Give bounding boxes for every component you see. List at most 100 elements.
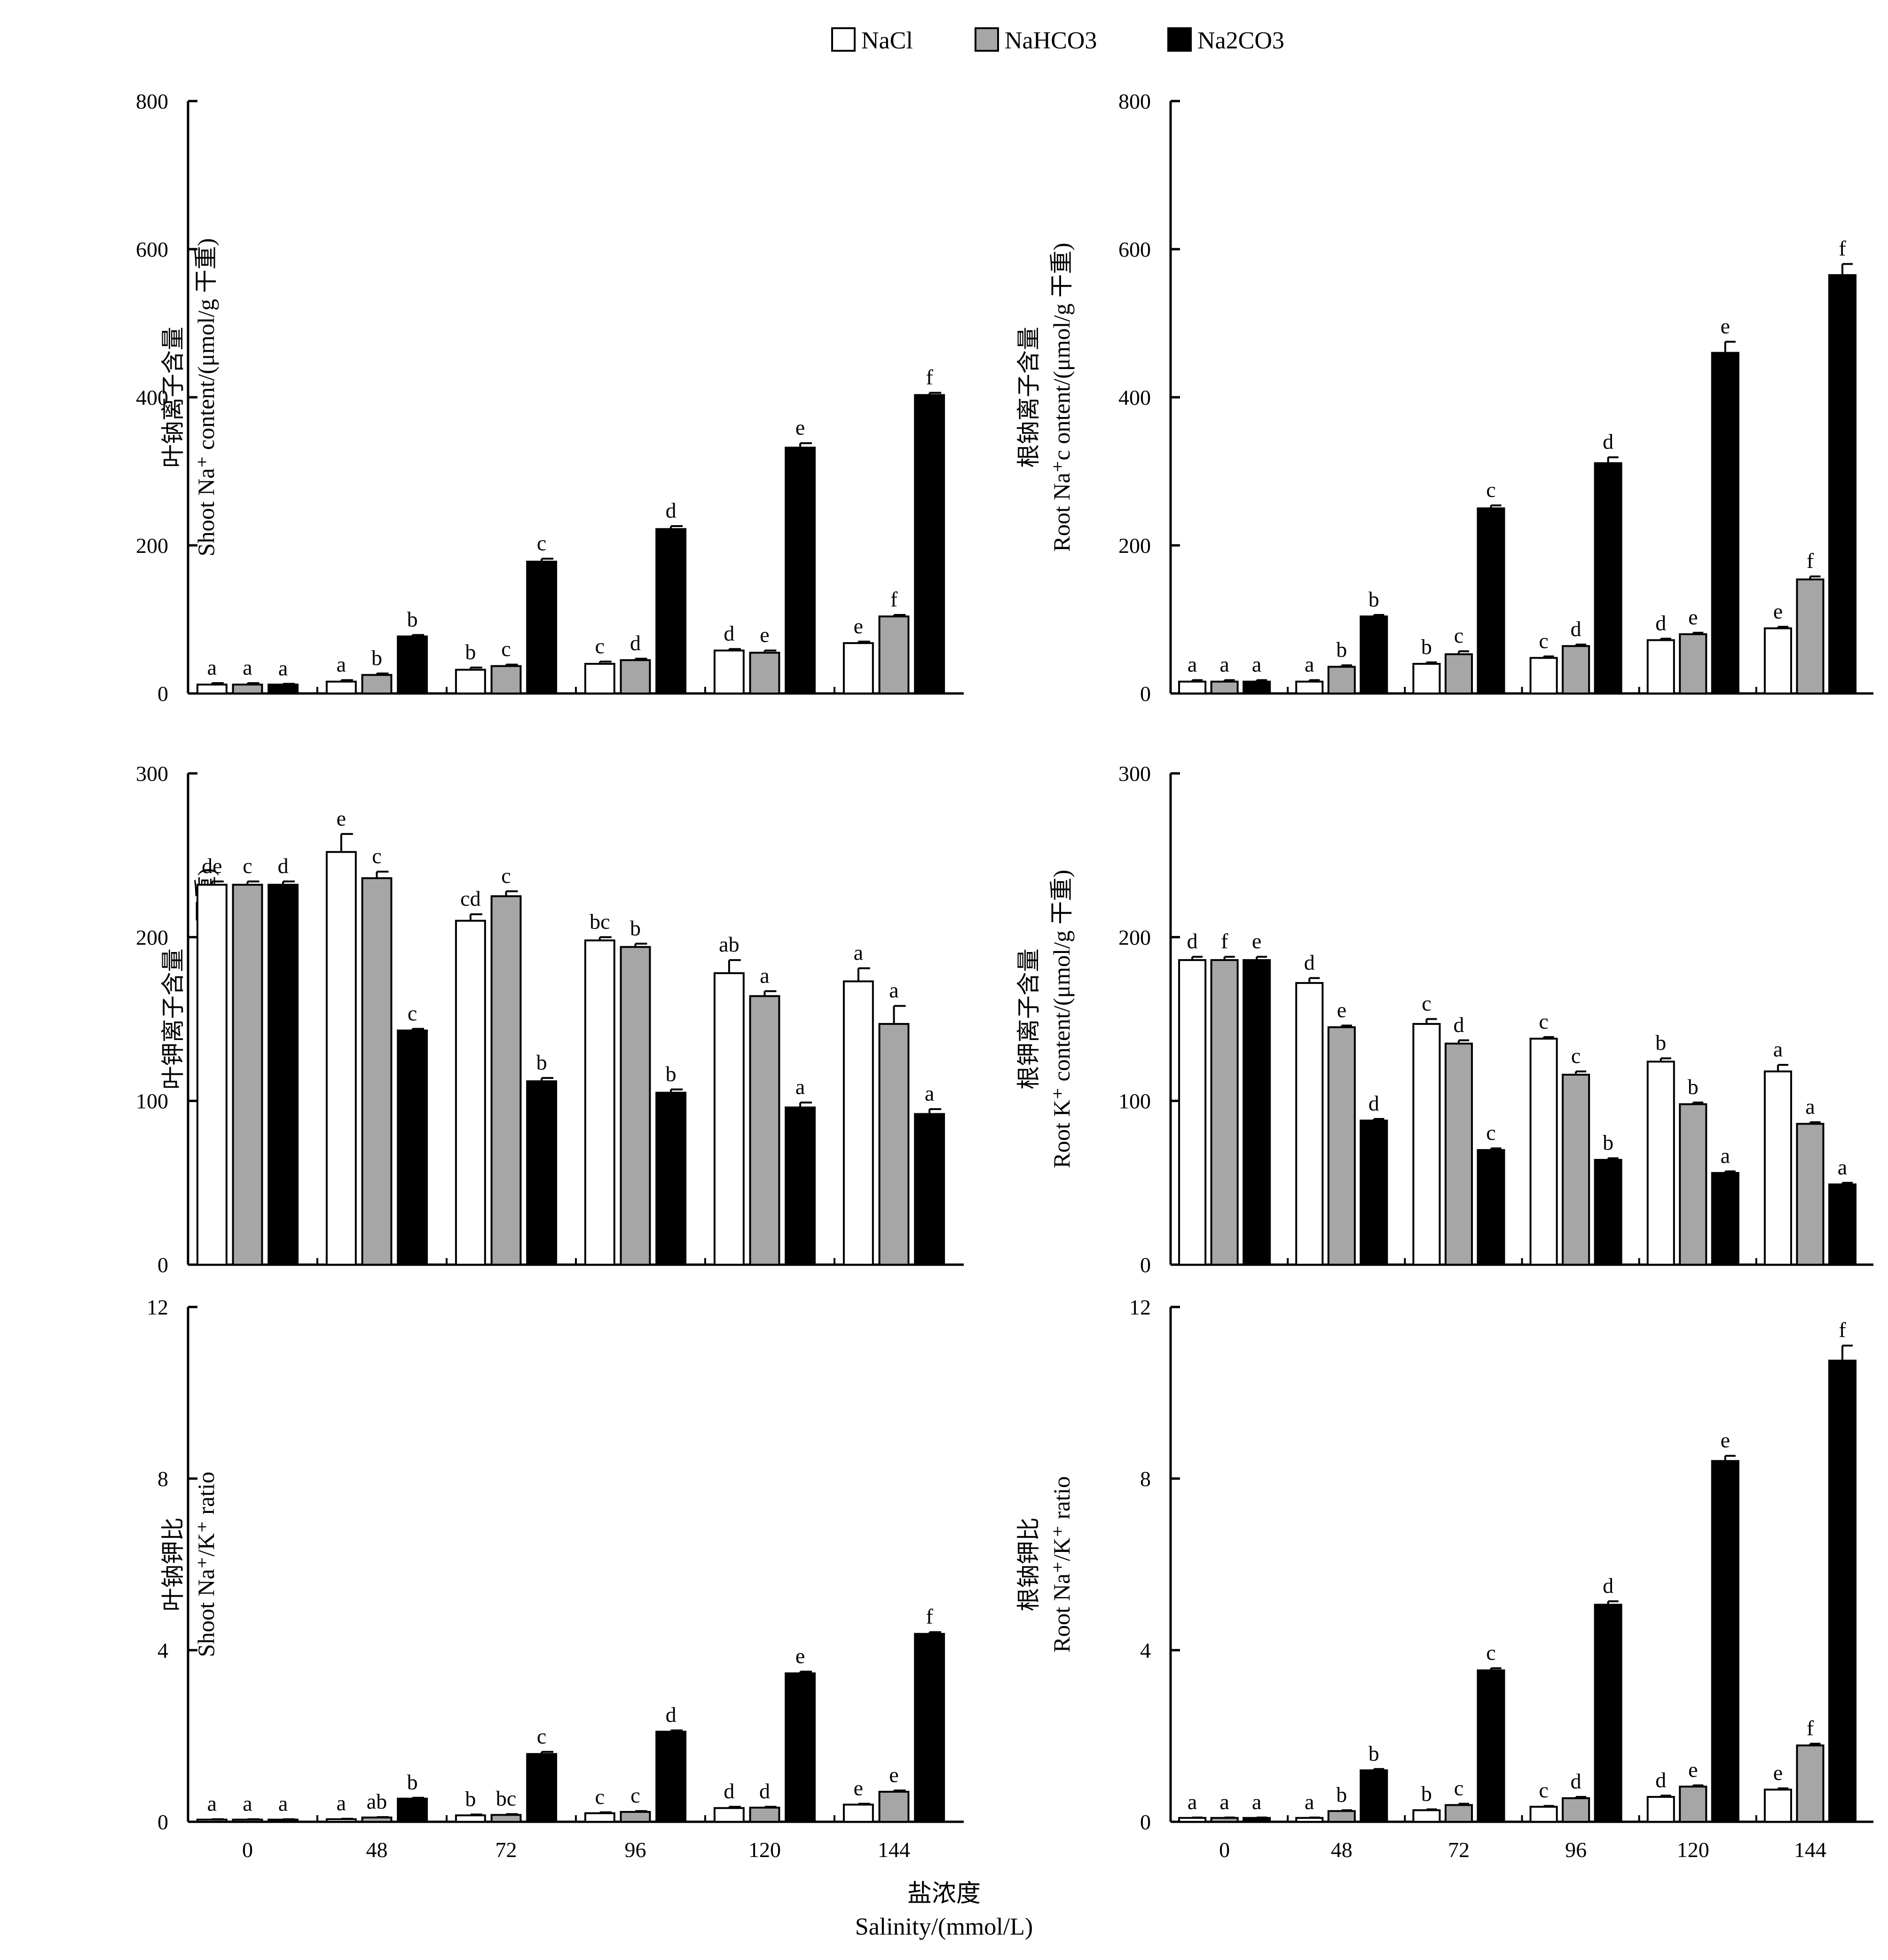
bar <box>1562 1073 1590 1266</box>
significance-label: c <box>595 634 605 658</box>
y-tick-label: 8 <box>1140 1467 1151 1491</box>
significance-label: e <box>1773 599 1783 623</box>
significance-label: a <box>795 1075 805 1099</box>
y-tick-label: 12 <box>1129 1295 1151 1319</box>
y-tick-label: 0 <box>1140 1253 1151 1277</box>
significance-label: a <box>1805 1094 1815 1118</box>
significance-label: a <box>760 963 769 987</box>
significance-label: ab <box>719 932 739 956</box>
x-tick-label: 96 <box>1565 1838 1587 1862</box>
bar <box>1828 1183 1857 1266</box>
significance-label: e <box>854 614 863 638</box>
bar <box>1360 615 1388 694</box>
significance-label: c <box>243 854 252 878</box>
significance-label: c <box>1454 623 1463 647</box>
bar <box>526 560 558 695</box>
bar <box>1295 680 1324 695</box>
bar <box>490 665 522 694</box>
y-tick-label: 100 <box>136 1089 168 1113</box>
significance-label: b <box>1688 1075 1699 1099</box>
bar <box>1529 1038 1558 1266</box>
significance-label: b <box>630 916 641 940</box>
bar <box>749 1806 780 1823</box>
y-axis-title-en: Shoot Na⁺ content/(μmol/g 干重) <box>193 238 219 557</box>
significance-label: a <box>854 941 863 965</box>
significance-label: f <box>890 587 898 611</box>
bar <box>620 659 651 694</box>
significance-label: a <box>1219 653 1229 677</box>
y-axis-title-zh: 叶钠离子含量 <box>160 327 186 468</box>
bar <box>397 635 428 694</box>
bar <box>1360 1769 1388 1823</box>
significance-label: a <box>1252 1790 1261 1814</box>
significance-label: a <box>337 1791 346 1815</box>
y-tick-label: 600 <box>136 237 168 261</box>
significance-label: a <box>243 1792 252 1816</box>
significance-label: a <box>207 1792 217 1816</box>
bar <box>584 939 615 1266</box>
y-tick-label: 100 <box>1118 1089 1151 1113</box>
significance-label: a <box>243 655 252 679</box>
x-tick-label: 96 <box>625 1838 646 1862</box>
y-tick-label: 12 <box>147 1295 168 1319</box>
significance-label: e <box>760 623 769 647</box>
significance-label: d <box>1571 1769 1581 1793</box>
bar <box>1828 1360 1857 1823</box>
significance-label: a <box>1305 653 1314 677</box>
significance-label: ab <box>367 1789 387 1813</box>
significance-label: a <box>207 655 217 679</box>
x-tick-label: 0 <box>1219 1838 1230 1862</box>
bar <box>1210 1817 1239 1823</box>
bar <box>878 1791 910 1823</box>
significance-label: c <box>501 864 511 888</box>
significance-label: b <box>1421 635 1432 659</box>
bar <box>1444 1804 1473 1823</box>
bar <box>1444 653 1473 695</box>
y-tick-label: 0 <box>1140 1810 1151 1834</box>
significance-label: e <box>1337 998 1346 1022</box>
legend-swatch-2 <box>1167 27 1192 52</box>
bar <box>1327 1026 1356 1266</box>
significance-label: c <box>537 1724 546 1748</box>
significance-label: d <box>1571 617 1581 641</box>
bar <box>1178 1817 1207 1823</box>
bar <box>1444 1042 1473 1266</box>
significance-label: a <box>278 656 288 680</box>
y-tick-label: 600 <box>1118 237 1151 261</box>
significance-label: c <box>1486 1121 1495 1145</box>
bar <box>878 615 910 694</box>
bar <box>1295 1817 1324 1823</box>
bar <box>1594 462 1622 694</box>
significance-label: c <box>1539 1009 1548 1033</box>
y-axis-title-zh: 根钾离子含量 <box>1015 949 1042 1090</box>
significance-label: a <box>1219 1790 1229 1814</box>
bar <box>1327 1810 1356 1823</box>
significance-label: c <box>408 1001 417 1025</box>
bar <box>1562 1797 1590 1823</box>
x-tick-label: 48 <box>366 1838 388 1862</box>
bar <box>1796 578 1825 694</box>
significance-label: e <box>889 1763 898 1787</box>
bar <box>584 663 615 694</box>
significance-label: cd <box>460 887 480 911</box>
significance-label: c <box>372 844 381 868</box>
bar <box>1679 1103 1707 1266</box>
significance-label: d <box>1655 611 1666 635</box>
y-axis-title-zh: 根钠离子含量 <box>1015 327 1042 468</box>
bar <box>785 447 816 694</box>
significance-label: e <box>1721 1428 1730 1452</box>
significance-label: c <box>1422 992 1431 1015</box>
significance-label: e <box>795 416 805 440</box>
bar <box>620 946 651 1266</box>
x-axis-title-zh: 盐浓度 <box>907 1881 981 1907</box>
y-tick-label: 300 <box>1118 762 1151 786</box>
bar <box>455 920 486 1266</box>
legend-label-1: NaHCO3 <box>1005 27 1097 54</box>
x-axis-title: 盐浓度 Salinity/(mmol/L) <box>855 1881 1033 1940</box>
y-tick-label: 200 <box>1118 534 1151 558</box>
y-axis-title-en: Shoot Na⁺/K⁺ ratio <box>193 1472 219 1657</box>
legend-label-0: NaCl <box>861 27 913 54</box>
y-tick-label: 400 <box>1118 386 1151 409</box>
y-tick-label: 200 <box>136 925 168 949</box>
significance-label: a <box>1252 653 1261 677</box>
